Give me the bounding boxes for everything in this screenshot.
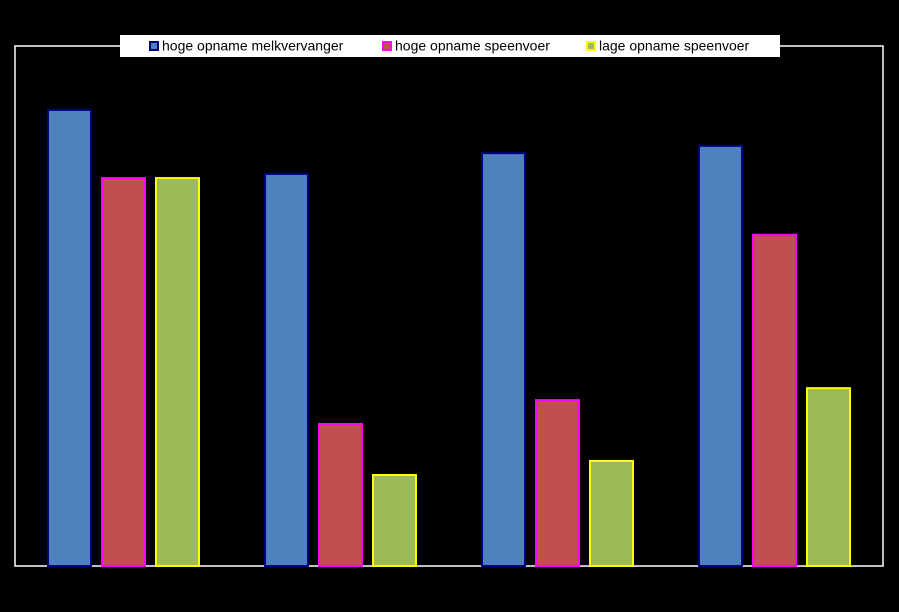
bar xyxy=(101,177,146,568)
bar xyxy=(264,172,309,567)
bar xyxy=(47,108,92,568)
bar xyxy=(481,152,526,567)
bar xyxy=(318,423,363,568)
legend-marker xyxy=(149,41,159,51)
legend-marker xyxy=(586,41,596,51)
legend-label: hoge opname speenvoer xyxy=(395,38,550,54)
legend-label: lage opname speenvoer xyxy=(599,38,750,54)
bar xyxy=(752,233,797,567)
bar xyxy=(372,474,417,567)
legend-marker xyxy=(382,41,392,51)
bar xyxy=(698,144,743,567)
legend-label: hoge opname melkvervanger xyxy=(162,38,344,54)
bar xyxy=(589,459,634,567)
bar xyxy=(806,387,851,567)
bar xyxy=(155,177,200,568)
legend-box xyxy=(120,35,780,57)
bar xyxy=(535,399,580,567)
